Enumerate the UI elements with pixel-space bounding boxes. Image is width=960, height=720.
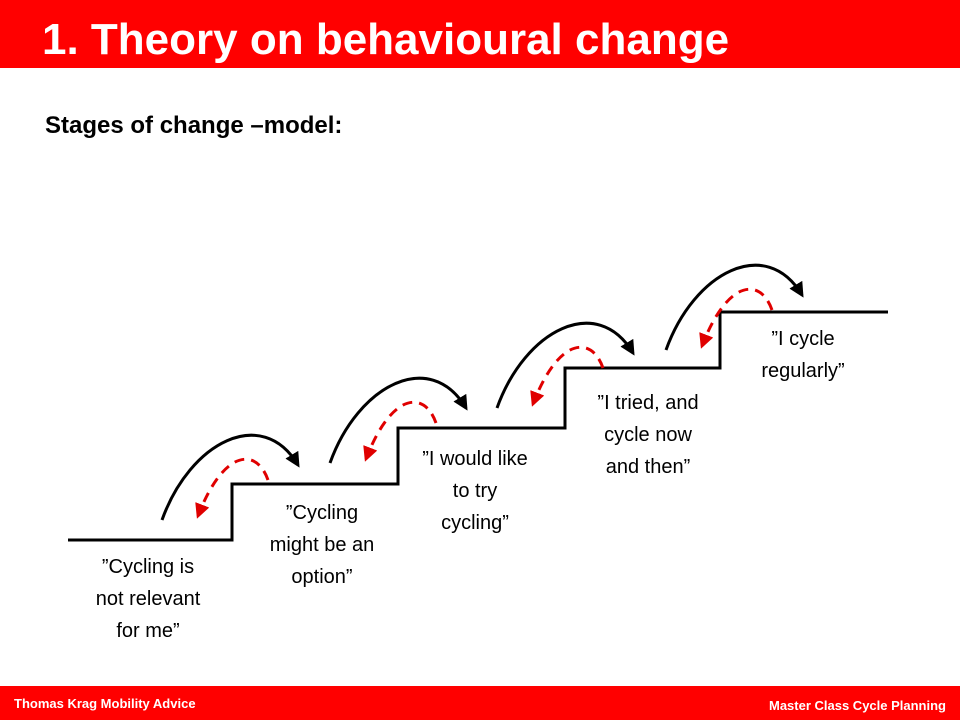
label-line: might be an (270, 534, 375, 556)
label-line: ”I cycle (771, 328, 834, 350)
arrows (160, 263, 804, 521)
relapse-arrow (195, 457, 270, 519)
step-arrow (495, 321, 635, 409)
footer-left: Thomas Krag Mobility Advice (14, 696, 196, 711)
label-line: cycling” (441, 512, 509, 534)
header-bar (0, 0, 960, 68)
label-line: cycle now (604, 424, 692, 446)
label-line: option” (291, 566, 352, 588)
label-line: ”Cycling (286, 502, 358, 524)
label-line: and then” (606, 456, 691, 478)
forward-arrow (160, 433, 300, 521)
footer-bar (0, 686, 960, 720)
forward-arrow (495, 321, 635, 409)
title: 1. Theory on behavioural change (42, 15, 729, 64)
relapse-arrow (363, 400, 438, 462)
forward-arrow (328, 376, 468, 464)
relapse-arrow (530, 345, 605, 407)
stage-labels: ”Cycling is not relevant for me” ”Cycling mi… (96, 328, 845, 642)
step-arrow (160, 433, 300, 521)
forward-arrow (664, 263, 804, 351)
subtitle: Stages of change –model: (45, 112, 342, 139)
label-line: for me” (116, 620, 179, 642)
label-line: regularly” (761, 360, 844, 382)
stage-label: ”I tried, and cycle now and then” (597, 392, 698, 478)
label-line: ”I would like (422, 448, 528, 470)
label-line: to try (453, 480, 497, 502)
label-line: not relevant (96, 588, 201, 610)
relapse-arrow (699, 287, 774, 349)
stage-label: ”Cycling might be an option” (270, 502, 375, 588)
stage-label: ”I cycle regularly” (761, 328, 844, 382)
stairs (68, 310, 888, 542)
stage-label: ”Cycling is not relevant for me” (96, 556, 201, 642)
step-arrow (664, 263, 804, 351)
label-line: ”Cycling is (102, 556, 194, 578)
label-line: ”I tried, and (597, 392, 698, 414)
stage-label: ”I would like to try cycling” (422, 448, 528, 534)
step-arrow (328, 376, 468, 464)
footer-right: Master Class Cycle Planning (769, 698, 946, 713)
